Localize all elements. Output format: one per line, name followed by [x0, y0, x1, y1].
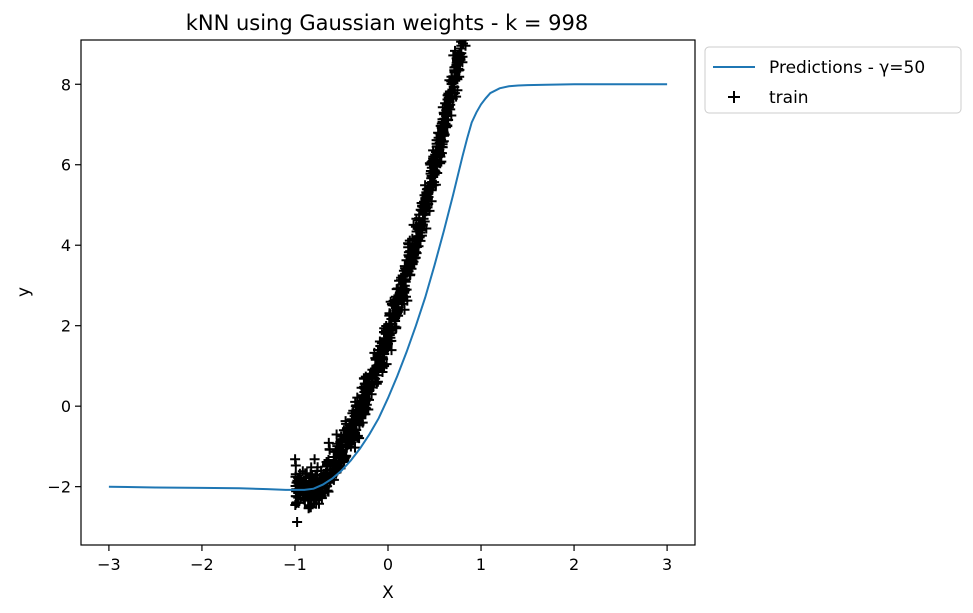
- y-tick-label: 6: [61, 156, 71, 175]
- y-tick-label: 2: [61, 317, 71, 336]
- prediction-line: [108, 83, 668, 491]
- legend: Predictions - γ=50 train: [704, 46, 962, 114]
- legend-label-train: train: [769, 88, 809, 108]
- x-tick-label: 3: [662, 555, 672, 574]
- chart-title: kNN using Gaussian weights - k = 998: [186, 11, 589, 35]
- y-tick-label: 4: [61, 236, 71, 255]
- y-tick-label: 0: [61, 397, 71, 416]
- y-axis-label: y: [14, 287, 34, 297]
- y-tick-label: 8: [61, 75, 71, 94]
- legend-plus-marker: [728, 91, 740, 103]
- train-point-markers: [290, 40, 471, 527]
- y-tick-label: −2: [47, 478, 71, 497]
- x-axis-label: X: [382, 583, 394, 603]
- x-tick-label: 0: [383, 555, 393, 574]
- x-tick-label: −2: [190, 555, 214, 574]
- x-axis: −3 −2 −1 0 1 2 3: [97, 545, 672, 574]
- x-tick-label: −3: [97, 555, 121, 574]
- train-scatter: [290, 40, 471, 527]
- legend-box: [704, 46, 962, 114]
- x-tick-label: −1: [283, 555, 307, 574]
- legend-label-predictions: Predictions - γ=50: [769, 58, 925, 78]
- plot-frame: [80, 39, 696, 546]
- x-tick-label: 1: [476, 555, 486, 574]
- y-axis: −2 0 2 4 6 8: [47, 75, 81, 497]
- x-tick-label: 2: [569, 555, 579, 574]
- prediction-line-layer: [108, 83, 668, 491]
